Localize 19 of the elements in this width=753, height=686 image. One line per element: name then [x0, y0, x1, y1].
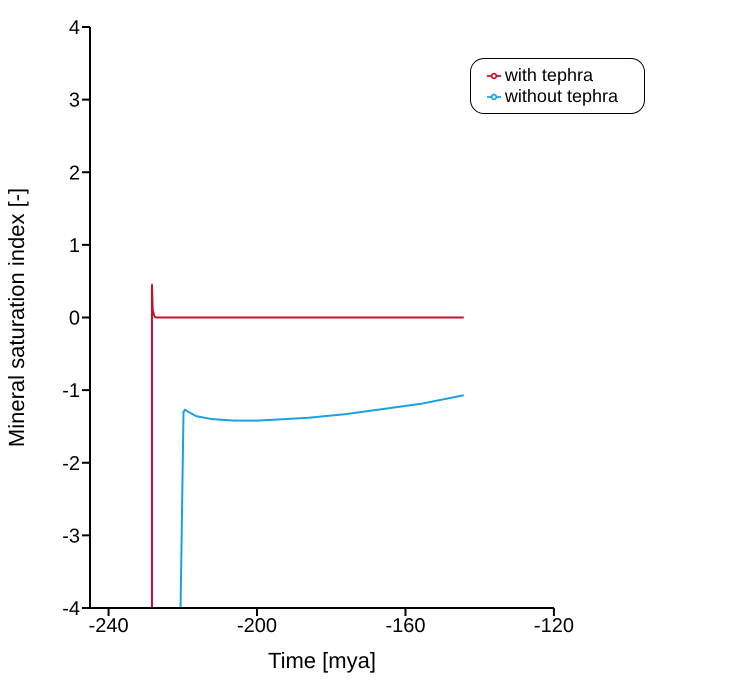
y-tick-label: -1	[62, 380, 80, 402]
line-series	[180, 394, 465, 608]
line-series	[150, 284, 465, 608]
x-tick-label: -240	[88, 615, 129, 638]
x-axis-title: Time [mya]	[268, 648, 376, 673]
y-tick-label: 2	[68, 162, 80, 184]
y-tick-label: 3	[68, 90, 80, 112]
y-tick-label: 4	[68, 17, 80, 40]
legend-label: with tephra	[504, 65, 593, 85]
x-tick-label: -200	[236, 615, 278, 638]
y-tick-label: 0	[68, 308, 80, 330]
y-tick-label: -3	[62, 525, 80, 548]
y-tick-label: 1	[68, 234, 80, 257]
legend-label: without tephra	[504, 86, 618, 106]
y-tick-label: -2	[62, 452, 80, 475]
y-axis-title: Mineral saturation index [-]	[4, 188, 29, 448]
x-tick-label: -160	[385, 615, 426, 638]
x-tick-label: -120	[534, 615, 574, 638]
y-tick-label: -4	[62, 598, 80, 620]
